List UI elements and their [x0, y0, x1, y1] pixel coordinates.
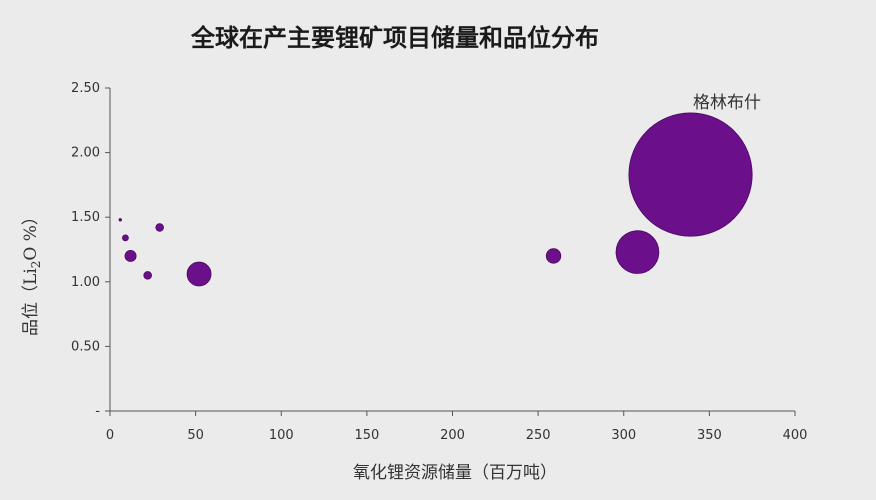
y-tick-label: 2.50	[71, 81, 100, 96]
y-axis-label-suffix: O %）	[21, 208, 41, 261]
y-axis-label: 品位（Li2O %）	[21, 208, 43, 336]
bubble-point	[122, 234, 129, 242]
y-tick-label: 1.50	[71, 210, 100, 225]
x-tick-label: 200	[440, 428, 465, 443]
bubble-point	[155, 223, 164, 232]
y-tick-label: 0.50	[71, 339, 100, 354]
x-ticks: 0 50 100 150 200 250 300 350 400	[106, 411, 808, 443]
bubbles	[118, 112, 753, 287]
y-tick-label: 1.00	[71, 275, 100, 290]
bubble-point	[186, 261, 212, 287]
chart-title: 全球在产主要锂矿项目储量和品位分布	[190, 23, 599, 52]
y-tick-label: -	[95, 404, 100, 419]
bubble-point	[615, 230, 660, 274]
bubble-label-greenbushes: 格林布什	[693, 93, 761, 113]
x-tick-label: 300	[611, 428, 636, 443]
x-tick-label: 100	[269, 428, 294, 443]
bubble-point	[124, 249, 137, 262]
y-tick-label: 2.00	[71, 146, 100, 161]
x-axis-label: 氧化锂资源储量（百万吨）	[353, 463, 557, 483]
x-tick-label: 0	[106, 428, 114, 443]
bubble-point	[118, 218, 122, 222]
x-tick-label: 350	[697, 428, 722, 443]
bubble-point	[545, 248, 562, 264]
y-axis-label-subscript: 2	[29, 261, 43, 269]
y-ticks: - 0.50 1.00 1.50 2.00 2.50	[71, 81, 110, 419]
x-tick-label: 400	[783, 428, 808, 443]
bubble-point	[143, 271, 152, 280]
x-tick-label: 150	[354, 428, 379, 443]
x-tick-label: 50	[187, 428, 204, 443]
y-axis-label-prefix: 品位（Li	[21, 268, 41, 336]
bubble-point	[628, 112, 753, 237]
x-tick-label: 250	[526, 428, 551, 443]
